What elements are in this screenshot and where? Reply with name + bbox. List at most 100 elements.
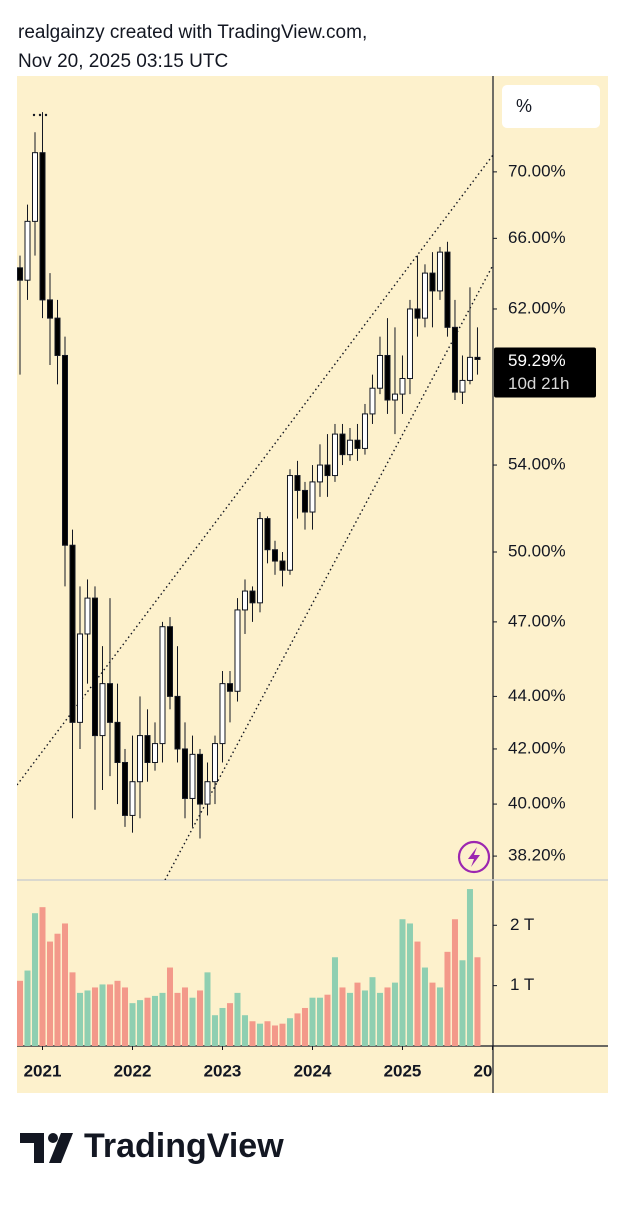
y-tick-label: 50.00% (508, 541, 566, 560)
volume-bar (181, 987, 188, 1046)
candle-body (174, 695, 181, 750)
volume-bar (241, 1015, 248, 1046)
candle-body (369, 387, 376, 415)
header-line: realgainzy created with TradingView.com, (18, 22, 367, 43)
volume-bar (196, 990, 203, 1046)
candle-body (84, 597, 91, 635)
volume-bar (324, 994, 331, 1046)
volume-bar (346, 992, 353, 1046)
candle-body (301, 489, 308, 513)
candle-body (91, 597, 98, 737)
plot-area: 2021 2022 2023 2024 2025 2026 (17, 112, 512, 1080)
y-tick-label: 38.20% (508, 846, 566, 865)
volume-bar (264, 1021, 271, 1046)
candle-body (159, 626, 166, 745)
dot (38, 113, 42, 117)
candle-body (414, 308, 421, 319)
candle-body (429, 272, 436, 292)
x-tick-label: 2021 (24, 1061, 62, 1080)
candle-body (144, 735, 151, 763)
candle-body (361, 413, 368, 449)
volume-bar (219, 1007, 226, 1046)
volume-bar (106, 984, 113, 1046)
volume-bar (414, 941, 421, 1046)
candle-body (309, 481, 316, 513)
candle-body (354, 439, 361, 449)
volume-bar (444, 951, 451, 1046)
volume-bar (391, 982, 398, 1046)
series: 2021 2022 2023 2024 2025 2026 70.00% 66.00% 62.0… (17, 112, 596, 1080)
volume-bar (406, 923, 413, 1046)
volume-bar (399, 919, 406, 1046)
volume-bar (69, 972, 76, 1046)
volume-bar (279, 1023, 286, 1046)
volume-bar (474, 957, 481, 1046)
candle-body (54, 317, 61, 356)
candle-body (189, 753, 196, 799)
volume-bar (331, 957, 338, 1046)
dot (44, 113, 48, 117)
candle-body (339, 433, 346, 456)
volume-bar (136, 1000, 143, 1046)
volume-bar (369, 977, 376, 1046)
chart-background (17, 76, 608, 1093)
volume-bar (84, 990, 91, 1046)
volume-bar (376, 992, 383, 1046)
x-tick-label: 2023 (204, 1061, 242, 1080)
brand-logo (20, 1133, 73, 1163)
candle-body (136, 735, 143, 783)
alert-icon[interactable] (457, 840, 491, 874)
volume-bar (466, 889, 473, 1046)
candle-body (421, 272, 428, 319)
volume-bar (459, 960, 466, 1046)
candle-body (241, 590, 248, 611)
volume-bar (211, 1015, 218, 1046)
logo-t (20, 1133, 44, 1163)
candle-body (46, 299, 53, 319)
candle-body (444, 251, 451, 328)
dot (32, 113, 36, 117)
candle-body (451, 326, 458, 393)
volume-bar (61, 923, 68, 1046)
x-tick-label: 2026 (474, 1061, 512, 1080)
countdown-label: 10d 21h (508, 374, 569, 393)
candle-body (324, 464, 331, 477)
alert-circle[interactable] (457, 840, 491, 874)
volume-bar (309, 997, 316, 1046)
candle-body (61, 354, 68, 546)
price-tag-label: 59.29% (508, 351, 566, 370)
volume-bar (226, 1003, 233, 1046)
volume-bar (286, 1018, 293, 1046)
candle-body (129, 781, 136, 816)
volume-bar (189, 997, 196, 1046)
channel-line (164, 264, 493, 880)
candle-body (256, 518, 263, 604)
candle-body (466, 356, 473, 381)
y-tick-label: 40.00% (508, 794, 566, 813)
y-tick-label: 70.00% (508, 161, 566, 180)
candle-body (99, 683, 106, 737)
price-tag (494, 347, 596, 398)
candle-body (151, 743, 158, 763)
candle-body (234, 609, 241, 692)
volume-bar (361, 990, 368, 1046)
candle-body (279, 560, 286, 571)
candle-body (121, 761, 128, 816)
scale-mode-label[interactable]: % (516, 96, 532, 116)
volume-bar (31, 913, 38, 1046)
y-tick-label: 66.00% (508, 228, 566, 247)
header-line: Nov 20, 2025 03:15 UTC (18, 51, 228, 72)
volume-bar (339, 987, 346, 1046)
volume-bar (121, 987, 128, 1046)
alert-bolt[interactable] (468, 847, 480, 867)
volume-bar (354, 982, 361, 1046)
candle-body (69, 544, 76, 723)
volume-bar (17, 980, 23, 1046)
candle-body (106, 683, 113, 723)
candle-body (286, 475, 293, 571)
volume-bar (436, 987, 443, 1046)
candle-body (436, 251, 443, 292)
candle-body (271, 549, 278, 562)
scale-mode-button[interactable] (502, 85, 600, 128)
